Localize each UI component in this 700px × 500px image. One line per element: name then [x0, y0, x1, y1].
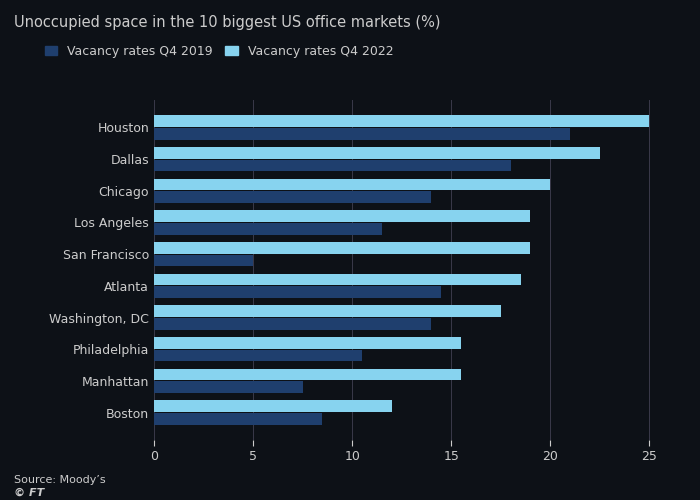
Bar — [154, 192, 431, 203]
Text: Unoccupied space in the 10 biggest US office markets (%): Unoccupied space in the 10 biggest US of… — [14, 15, 440, 30]
Bar — [154, 369, 461, 380]
Legend: Vacancy rates Q4 2019, Vacancy rates Q4 2022: Vacancy rates Q4 2019, Vacancy rates Q4 … — [45, 45, 393, 58]
Bar — [154, 128, 570, 140]
Bar — [154, 413, 323, 424]
Bar — [154, 255, 253, 266]
Bar — [154, 337, 461, 348]
Bar — [154, 274, 521, 285]
Bar — [154, 210, 531, 222]
Text: © FT: © FT — [14, 488, 44, 498]
Bar — [154, 147, 600, 158]
Bar — [154, 116, 650, 127]
Bar — [154, 286, 441, 298]
Bar — [154, 179, 550, 190]
Bar — [154, 400, 392, 412]
Text: Source: Moody’s: Source: Moody’s — [14, 475, 106, 485]
Bar — [154, 350, 362, 361]
Bar — [154, 306, 500, 317]
Bar — [154, 382, 302, 393]
Bar — [154, 318, 431, 330]
Bar — [154, 160, 510, 171]
Bar — [154, 223, 382, 234]
Bar — [154, 242, 531, 254]
